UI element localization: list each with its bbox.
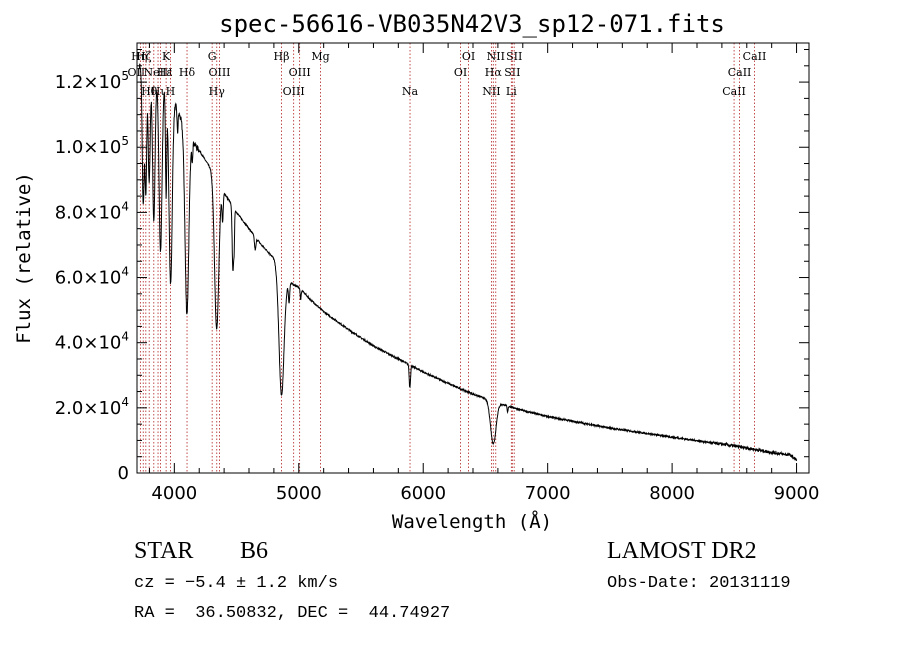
y-tick-label: 1.2×105 <box>55 69 129 93</box>
line-marker-label: Mg <box>311 50 329 63</box>
line-marker-label: CaII <box>722 85 746 98</box>
line-marker-label: Hδ <box>179 66 196 79</box>
redshift-velocity: cz = −5.4 ± 1.2 km/s <box>134 574 339 593</box>
line-marker-label: NeIII <box>143 66 172 79</box>
object-subclass: B6 <box>240 538 269 564</box>
line-marker-label: SII <box>506 50 522 63</box>
y-tick-label: 1.0×105 <box>55 134 129 158</box>
line-marker-label: Hθ <box>141 85 158 98</box>
observation-date: Obs-Date: 20131119 <box>607 574 791 593</box>
line-marker-label: K <box>162 50 171 63</box>
line-marker-label: OIII <box>289 66 311 79</box>
y-tick-label: 2.0×104 <box>55 395 129 419</box>
y-tick-label: 0 <box>118 463 129 484</box>
y-axis-label: Flux (relative) <box>13 172 35 344</box>
x-tick-label: 9000 <box>774 483 820 504</box>
x-tick-label: 5000 <box>276 483 322 504</box>
x-tick-label: 8000 <box>649 483 695 504</box>
line-marker-label: Hη <box>131 50 147 63</box>
spectrum-line <box>139 63 798 461</box>
line-marker-label: OIII <box>208 66 230 79</box>
line-marker-label: NII <box>487 50 505 63</box>
line-marker-label: OIII <box>283 85 305 98</box>
x-tick-label: 7000 <box>525 483 571 504</box>
line-marker-label: Hζ <box>136 50 152 63</box>
x-axis-label: Wavelength (Å) <box>392 510 552 533</box>
line-marker-label: Li <box>506 85 517 98</box>
line-marker-label: OI <box>462 50 475 63</box>
y-tick-label: 6.0×104 <box>55 265 129 289</box>
line-marker-label: Hι <box>151 85 165 98</box>
line-marker-label: Hε <box>157 66 173 79</box>
chart-title: spec-56616-VB035N42V3_sp12-071.fits <box>219 10 725 38</box>
object-class: STAR <box>134 538 194 564</box>
line-marker-label: Hβ <box>274 50 290 63</box>
survey-label: LAMOST DR2 <box>607 538 757 564</box>
coordinates: RA = 36.50832, DEC = 44.74927 <box>134 604 451 623</box>
y-axis: 0 2.0×104 4.0×104 6.0×104 8.0×104 1.0×105 1.2×… <box>55 49 809 484</box>
line-marker-label: NII <box>482 85 500 98</box>
y-tick-label: 4.0×104 <box>55 330 129 354</box>
line-marker-label: G <box>208 50 217 63</box>
line-marker-label: Hγ <box>209 85 226 98</box>
plot-frame <box>136 42 810 474</box>
line-marker-label: OI <box>454 66 467 79</box>
line-marker-label: Na <box>402 85 419 98</box>
line-marker-label: SII <box>504 66 520 79</box>
line-marker-label: H <box>166 85 176 98</box>
y-tick-label: 8.0×104 <box>55 199 129 223</box>
line-marker-label: CaII <box>728 66 752 79</box>
line-marker-label: Hα <box>485 66 503 79</box>
x-tick-label: 4000 <box>151 483 197 504</box>
line-markers: OIIHηHζHθHιNeIIIHεKHHδGHγOIIIHβOIIIOIIIM… <box>128 43 767 473</box>
line-marker-label: CaII <box>743 50 767 63</box>
x-tick-label: 6000 <box>400 483 446 504</box>
x-axis: 4000 5000 6000 7000 8000 9000 <box>148 43 820 504</box>
